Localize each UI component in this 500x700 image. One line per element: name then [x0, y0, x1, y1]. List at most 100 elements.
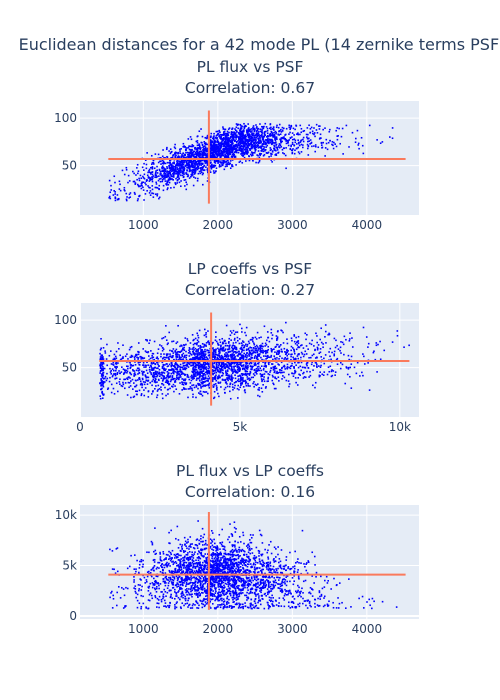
scatter-point	[143, 177, 146, 180]
scatter-point	[332, 370, 335, 372]
scatter-point	[248, 155, 250, 157]
scatter-point	[238, 139, 240, 141]
scatter-point	[142, 181, 145, 184]
x-tick-label: 2000	[203, 218, 234, 232]
scatter-point	[196, 152, 198, 155]
scatter-point	[126, 370, 129, 373]
scatter-point	[224, 135, 227, 137]
scatter-point	[241, 373, 244, 375]
scatter-point	[338, 127, 340, 130]
scatter-point	[183, 344, 186, 346]
scatter-point	[121, 366, 123, 368]
scatter-point	[254, 362, 256, 365]
scatter-point	[259, 348, 262, 351]
scatter-point	[231, 355, 234, 357]
scatter-point	[109, 350, 112, 352]
scatter-point	[235, 130, 238, 132]
scatter-point	[157, 179, 160, 182]
scatter-point	[296, 340, 299, 343]
scatter-point	[275, 352, 278, 354]
scatter-point	[267, 345, 270, 348]
scatter-point	[163, 356, 165, 359]
scatter-point	[185, 350, 187, 353]
scatter-point	[170, 151, 172, 154]
scatter-point	[230, 365, 232, 368]
scatter-point	[181, 389, 183, 391]
scatter-point	[216, 141, 218, 143]
scatter-point	[196, 167, 198, 170]
scatter-point	[203, 378, 205, 380]
scatter-point	[109, 371, 112, 373]
scatter-point	[175, 172, 178, 175]
scatter-point	[316, 356, 318, 359]
scatter-point	[290, 353, 292, 356]
scatter-point	[239, 160, 242, 163]
scatter-point	[213, 348, 215, 351]
scatter-point	[278, 364, 280, 366]
scatter-point	[190, 377, 193, 379]
scatter-point	[257, 150, 260, 152]
scatter-point	[214, 367, 217, 370]
scatter-point	[163, 169, 166, 172]
scatter-point	[275, 137, 278, 139]
scatter-point	[239, 386, 242, 389]
scatter-point	[223, 350, 225, 352]
scatter-point	[241, 381, 243, 384]
scatter-point	[240, 141, 242, 144]
scatter-point	[212, 148, 214, 151]
scatter-point	[181, 155, 183, 157]
scatter-point	[254, 383, 257, 386]
scatter-point	[300, 131, 303, 134]
scatter-point	[279, 144, 282, 147]
scatter-point	[244, 124, 246, 127]
scatter-point	[171, 175, 174, 178]
scatter-point	[161, 159, 164, 161]
scatter-point	[112, 374, 114, 377]
scatter-point	[221, 342, 224, 345]
scatter-point	[158, 196, 161, 199]
scatter-point	[315, 332, 317, 335]
scatter-point	[253, 145, 256, 148]
scatter-point	[214, 378, 217, 380]
scatter-point	[223, 144, 225, 147]
scatter-point	[152, 378, 155, 381]
scatter-point	[324, 127, 326, 129]
scatter-point	[240, 346, 242, 349]
scatter-point	[221, 374, 224, 377]
scatter-point	[175, 354, 177, 356]
scatter-point	[208, 370, 211, 373]
scatter-point	[207, 380, 209, 382]
scatter-point	[169, 159, 172, 161]
scatter-point	[185, 365, 188, 367]
scatter-point	[168, 363, 171, 366]
scatter-point	[134, 193, 136, 195]
scatter-point	[158, 169, 161, 172]
scatter-point	[177, 359, 180, 361]
scatter-point	[116, 372, 119, 375]
scatter-point	[130, 356, 133, 358]
scatter-point	[161, 165, 164, 168]
scatter-point	[176, 172, 179, 174]
scatter-point	[149, 381, 152, 384]
scatter-point	[234, 331, 237, 334]
scatter-point	[202, 382, 204, 384]
scatter-point	[255, 127, 258, 129]
scatter-point	[151, 173, 154, 176]
scatter-point	[143, 162, 145, 165]
scatter-point	[174, 165, 177, 168]
scatter-point	[249, 339, 252, 341]
scatter-point	[214, 339, 217, 342]
scatter-point	[226, 132, 229, 135]
scatter-point	[311, 339, 313, 342]
scatter-point	[101, 356, 103, 358]
scatter-point	[245, 384, 248, 387]
scatter-point	[250, 349, 253, 352]
scatter-point	[244, 344, 246, 347]
scatter-point	[127, 381, 130, 384]
scatter-point	[265, 344, 268, 346]
scatter-point	[257, 139, 260, 141]
scatter-point	[205, 137, 208, 140]
scatter-point	[203, 345, 206, 347]
scatter-point	[99, 357, 102, 360]
scatter-point	[152, 196, 155, 198]
